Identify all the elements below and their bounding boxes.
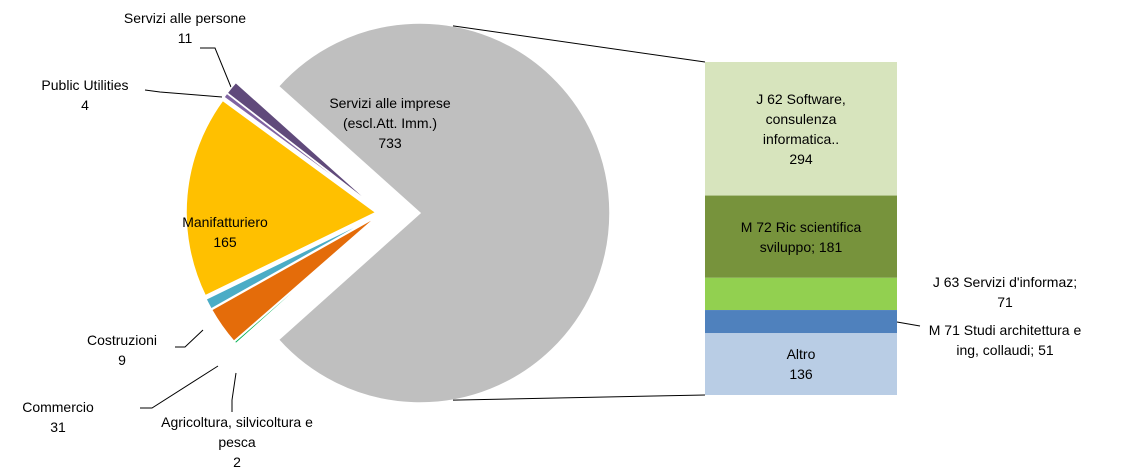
label-name: Costruzioni	[86, 332, 158, 348]
data-label: J 62 Software, consulenza informatica.. …	[742, 89, 860, 169]
leader-line	[144, 89, 223, 98]
label-value: 294	[789, 150, 813, 167]
data-label: Commercio 31	[3, 397, 113, 437]
data-label: Public Utilities 4	[15, 75, 155, 115]
leader-line	[200, 47, 234, 93]
leader-line	[175, 329, 204, 348]
label-value: 136	[789, 366, 813, 383]
pie-slice	[210, 215, 378, 343]
bar-segment	[705, 310, 897, 334]
label-value: 11	[177, 30, 193, 46]
connector-line	[452, 394, 706, 401]
label-value: 51	[1038, 342, 1054, 358]
label-name: Servizi alle imprese (escl.Att. Imm.)	[329, 95, 451, 131]
leader-line	[896, 321, 921, 327]
label-name: Servizi alle persone	[123, 10, 247, 26]
leader-line	[140, 365, 219, 409]
pie-slice	[277, 22, 611, 404]
label-name: M 71 Studi architettura e ing, collaudi;	[928, 322, 1082, 358]
data-label: Costruzioni 9	[67, 330, 177, 370]
pie-slice	[185, 99, 378, 297]
label-value: 71	[997, 294, 1013, 310]
label-value: 181	[818, 238, 843, 255]
label-value: 31	[50, 419, 66, 435]
data-label: Servizi alle imprese (escl.Att. Imm.) 73…	[310, 93, 470, 153]
label-value: 2	[233, 454, 241, 470]
data-label: Agricoltura, silvicoltura e pesca 2	[147, 412, 327, 472]
label-value: 9	[118, 352, 126, 368]
bar-segment	[705, 62, 897, 196]
bar-segment	[705, 195, 897, 278]
data-label: J 63 Servizi d'informaz; 71	[905, 272, 1105, 312]
label-name: Altro	[786, 346, 816, 363]
data-label: Manifatturiero 165	[165, 212, 285, 252]
label-name: J 62 Software, consulenza informatica..	[756, 90, 846, 147]
label-name: Commercio	[22, 399, 94, 415]
label-name: J 63 Servizi d'informaz;	[932, 274, 1078, 290]
label-value: 733	[378, 135, 402, 151]
bar-segment	[705, 277, 897, 311]
data-label: Altro 136	[741, 344, 861, 384]
data-label: M 72 Ric scientifica sviluppo; 181	[719, 217, 884, 257]
connector-line	[452, 25, 706, 63]
bar-segment	[705, 333, 897, 395]
label-name: Manifatturiero	[182, 214, 268, 230]
label-value: 165	[213, 234, 237, 250]
label-name: Agricoltura, silvicoltura e pesca	[161, 414, 313, 450]
label-value: 4	[81, 97, 89, 113]
pie-slice	[225, 81, 378, 210]
data-label: M 71 Studi architettura e ing, collaudi;…	[918, 320, 1093, 360]
data-label: Servizi alle persone 11	[95, 8, 275, 48]
pie-slice	[204, 215, 378, 311]
label-name: M 72 Ric scientifica sviluppo;	[740, 218, 862, 255]
label-name: Public Utilities	[41, 77, 129, 93]
leader-line	[231, 372, 237, 412]
leader-lines	[140, 47, 921, 412]
